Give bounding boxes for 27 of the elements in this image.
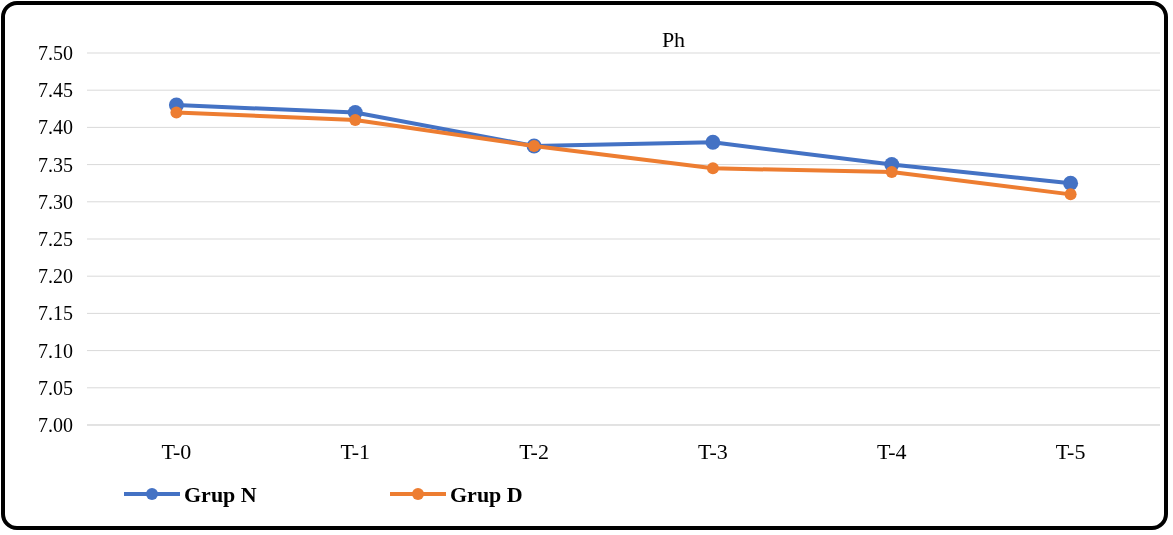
y-tick-label: 7.40 (38, 116, 73, 139)
x-tick-label: T-5 (1055, 439, 1086, 464)
point (705, 134, 721, 150)
legend-label: Grup N (184, 481, 257, 507)
point (1063, 175, 1079, 191)
y-tick-label: 7.45 (38, 79, 73, 102)
y-tick-label: 7.50 (38, 42, 73, 64)
point (706, 162, 719, 175)
y-tick-label: 7.25 (38, 228, 73, 250)
legend-label: Grup D (450, 481, 523, 507)
x-tick-label: T-3 (698, 439, 728, 464)
y-tick-label: 7.35 (38, 153, 73, 176)
y-tick-label: 7.10 (38, 339, 73, 362)
point (170, 106, 183, 119)
y-tick-label: 7.05 (38, 376, 73, 399)
y-tick-label: 7.00 (38, 414, 73, 436)
point (885, 166, 898, 179)
point (1064, 188, 1077, 201)
chart-title: Ph (661, 27, 686, 52)
point (349, 113, 362, 126)
x-tick-label: T-0 (161, 439, 192, 464)
x-tick-label: T-4 (876, 439, 907, 464)
y-tick-label: 7.30 (38, 190, 73, 213)
x-tick-label: T-2 (519, 439, 549, 464)
x-tick-label: T-1 (340, 439, 371, 464)
y-tick-label: 7.15 (38, 302, 73, 325)
y-tick-label: 7.20 (38, 265, 73, 288)
